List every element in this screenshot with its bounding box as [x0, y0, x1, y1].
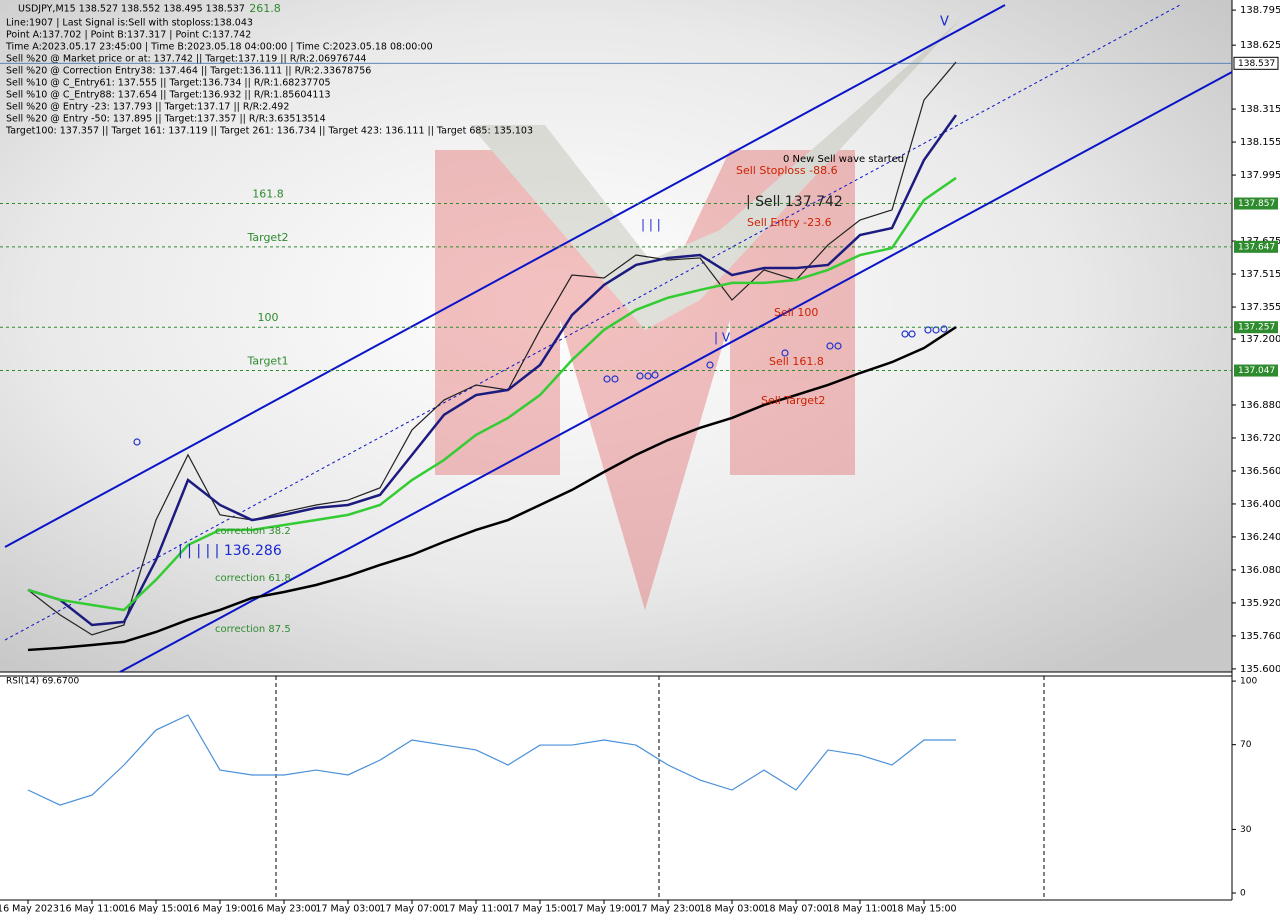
x-tick-label: 16 May 11:00	[59, 904, 124, 915]
level-label: 100	[258, 311, 279, 324]
series-line	[27, 325, 957, 652]
chart-note: 0 New Sell wave started	[783, 154, 904, 165]
x-tick-label: 17 May 19:00	[571, 904, 636, 915]
y-tick-label: 137.355	[1240, 302, 1280, 313]
level-value: 137.257	[1238, 323, 1275, 333]
level-label: Target2	[246, 231, 288, 244]
x-tick-label: 18 May 03:00	[699, 904, 764, 915]
chart-note: | Sell 137.742	[746, 194, 843, 210]
level-box	[1234, 364, 1278, 377]
chart-note: | | |	[641, 218, 661, 232]
rsi-tick-label: 100	[1240, 677, 1257, 687]
info-line: Sell %20 @ Entry -50: 137.895 || Target:…	[6, 114, 326, 125]
x-tick-label: 16 May 15:00	[123, 904, 188, 915]
x-tick-label: 18 May 07:00	[763, 904, 828, 915]
y-tick-label: 138.155	[1240, 137, 1280, 148]
x-tick-label: 17 May 03:00	[315, 904, 380, 915]
info-line: Sell %10 @ C_Entry88: 137.654 || Target:…	[6, 90, 331, 101]
y-tick-label: 135.600	[1240, 664, 1280, 675]
x-tick-label: 16 May 19:00	[187, 904, 252, 915]
info-line: Sell %10 @ C_Entry61: 137.555 || Target:…	[6, 78, 331, 89]
info-line: Sell %20 @ Entry -23: 137.793 || Target:…	[6, 102, 289, 113]
info-line: Sell %20 @ Market price or at: 137.742 |…	[6, 54, 366, 65]
x-tick-label: 17 May 07:00	[379, 904, 444, 915]
level-box	[1234, 240, 1278, 253]
last-price-label: 138.537	[1238, 59, 1275, 69]
y-tick-label: 135.760	[1240, 631, 1280, 642]
info-line: Line:1907 | Last Signal is:Sell with sto…	[6, 18, 253, 29]
rsi-tick-label: 70	[1240, 740, 1252, 750]
info-line: Target100: 137.357 || Target 161: 137.11…	[5, 126, 533, 137]
level-box	[1234, 321, 1278, 334]
chart-note: | | | | | 136.286	[178, 543, 282, 559]
y-tick-label: 136.240	[1240, 532, 1280, 543]
rsi-plot-bg	[0, 676, 1232, 900]
level-value: 137.047	[1238, 366, 1275, 376]
y-tick-label: 136.720	[1240, 433, 1280, 444]
signal-dots	[133, 325, 948, 446]
info-line: Point A:137.702 | Point B:137.317 | Poin…	[6, 30, 251, 41]
x-tick-label: 17 May 11:00	[443, 904, 508, 915]
x-tick-label: 18 May 15:00	[891, 904, 956, 915]
y-tick-label: 136.400	[1240, 499, 1280, 510]
info-line: Time A:2023.05.17 23:45:00 | Time B:2023…	[5, 42, 433, 53]
chart-note: Sell Target2	[761, 394, 825, 407]
y-tick-label: 138.315	[1240, 104, 1280, 115]
x-tick-label: 18 May 11:00	[827, 904, 892, 915]
y-tick-label: 137.515	[1240, 269, 1280, 280]
chart-note: correction 38.2	[215, 526, 291, 537]
rsi-tick-label: 0	[1240, 889, 1246, 899]
chart-note: correction 61.8	[215, 573, 291, 584]
y-tick-label: 136.560	[1240, 466, 1280, 477]
level-label: 261.8	[249, 2, 281, 15]
level-label: Target1	[246, 355, 288, 368]
channel	[4, 4, 1233, 673]
series-line	[27, 114, 958, 627]
series-line	[27, 61, 957, 636]
rsi-title: RSI(14) 69.6700	[6, 677, 79, 687]
x-tick-label: 16 May 23:00	[251, 904, 316, 915]
last-price-box	[1233, 56, 1279, 70]
chart-note: | V	[714, 331, 731, 345]
level-label: 161.8	[252, 188, 284, 201]
y-tick-label: 136.880	[1240, 400, 1280, 411]
session-separators	[275, 676, 1045, 900]
chart-note: Sell Stoploss -88.6	[736, 164, 838, 177]
series-line	[27, 714, 956, 806]
chart-note: Sell 100	[774, 306, 818, 319]
y-tick-label: 136.080	[1240, 565, 1280, 576]
level-box	[1234, 197, 1278, 210]
chart-note: V	[940, 15, 949, 30]
chart-note: correction 87.5	[215, 624, 291, 635]
x-tick-label: 17 May 23:00	[635, 904, 700, 915]
level-value: 137.647	[1238, 242, 1275, 252]
x-tick-label: 17 May 15:00	[507, 904, 572, 915]
chart-note: Sell Entry -23.6	[747, 216, 832, 229]
y-tick-label: 135.920	[1240, 598, 1280, 609]
series-line	[27, 176, 957, 612]
level-value: 137.857	[1238, 199, 1275, 209]
chart-note: Sell 161.8	[769, 355, 824, 368]
watermark	[435, 20, 960, 610]
y-tick-label: 138.625	[1240, 40, 1280, 51]
info-line: Sell %20 @ Correction Entry38: 137.464 |…	[6, 66, 371, 77]
rsi-tick-label: 30	[1240, 825, 1252, 835]
y-tick-label: 138.795	[1240, 5, 1280, 16]
main-plot-bg	[0, 0, 1232, 672]
y-tick-label: 137.995	[1240, 170, 1280, 181]
y-tick-label: 137.200	[1240, 334, 1280, 345]
chart-title: USDJPY,M15 138.527 138.552 138.495 138.5…	[18, 4, 245, 15]
x-tick-label: 16 May 2023	[0, 904, 59, 915]
